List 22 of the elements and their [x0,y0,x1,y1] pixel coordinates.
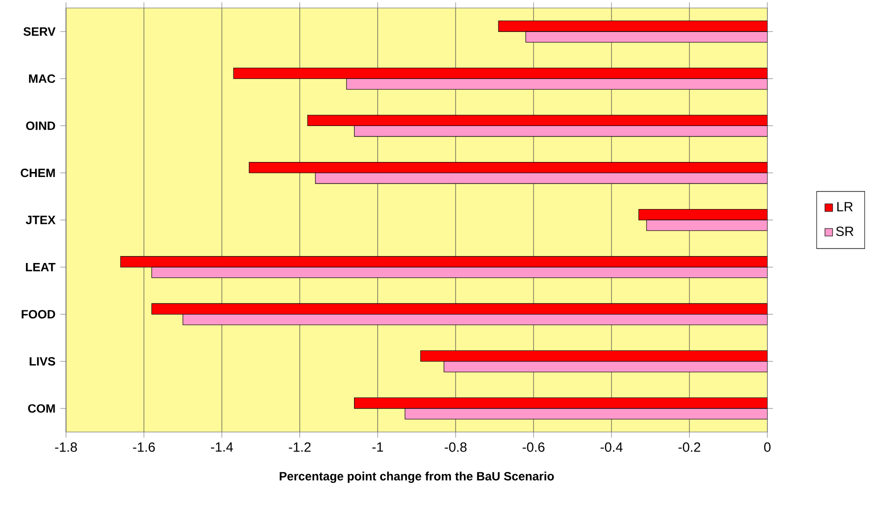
x-tick-label: 0 [764,442,771,452]
y-tick-label: CHEM [20,168,55,178]
legend-label: SR [836,226,854,236]
x-tick-label: -0.8 [444,442,467,452]
x-axis-title: Percentage point change from the BaU Scenario [280,472,554,483]
x-tick-label: -1.2 [288,442,311,452]
x-tick-label: -1.6 [133,442,155,452]
y-tick-label: LEAT [26,262,56,272]
legend-label: LR [837,202,853,212]
x-tick-label: -0.2 [678,442,700,452]
y-tick-label: SERV [23,27,56,36]
x-tick-label: -1.8 [55,442,77,452]
y-tick-label: OIND [26,122,56,130]
y-tick-label: LIVS [30,357,56,366]
y-tick-label: COM [28,404,55,413]
x-tick-label: -0.4 [600,442,623,452]
y-tick-label: MAC [29,74,56,83]
y-tick-label: FOOD [22,310,56,318]
x-tick-label: -1 [372,442,383,452]
x-tick-label: -1.4 [210,442,233,452]
x-tick-label: -0.6 [522,442,544,452]
y-tick-label: JTEX [26,216,56,224]
